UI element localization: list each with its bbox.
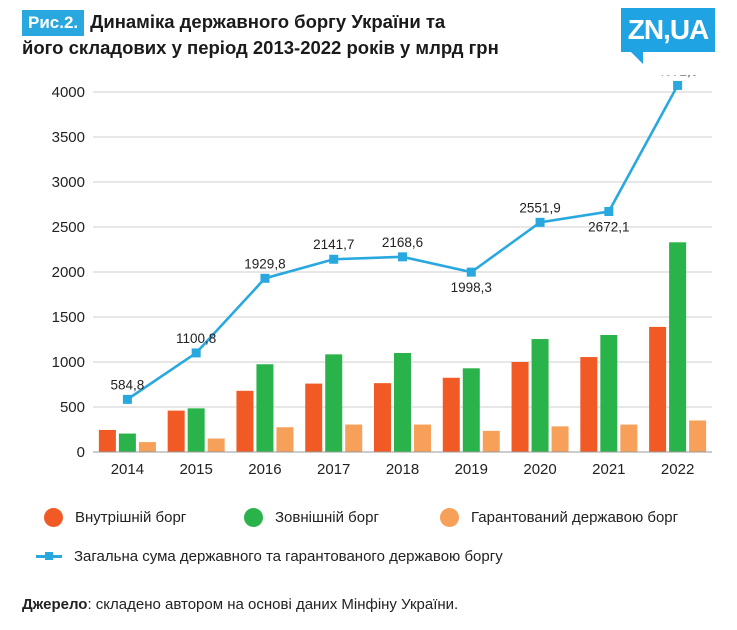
source-text: : складено автором на основі даних Мінфі… (87, 596, 459, 613)
total-debt-label-2016: 1929,8 (244, 256, 285, 271)
bar-domestic-2015 (167, 410, 185, 452)
bar-external-2021 (600, 335, 618, 452)
y-tick-label: 2500 (52, 219, 85, 236)
title-line-1: Рис.2. Динаміка державного боргу України … (22, 10, 622, 36)
bar-domestic-2020 (511, 362, 529, 452)
legend-swatch-domestic (44, 508, 63, 527)
bar-guaranteed-2018 (414, 424, 431, 452)
x-tick-label-2020: 2020 (523, 461, 556, 475)
x-tick-label-2019: 2019 (455, 461, 488, 475)
total-debt-label-2021: 2672,1 (588, 220, 629, 235)
debt-chart: 0 500 1000 1500 2000 2500 3000 3500 4000 2014 2015… (52, 75, 712, 475)
source-label: Джерело (22, 596, 88, 613)
title-line-2: його складових у період 2013-2022 років … (22, 37, 499, 58)
total-debt-label-2014: 584,8 (110, 377, 144, 392)
total-debt-label-2019: 1998,3 (451, 280, 492, 295)
logo-tail-shape (631, 52, 643, 64)
legend-label-total: Загальна сума державного та гарантованог… (74, 548, 503, 565)
total-debt-point-2019 (466, 267, 476, 277)
total-debt-point-2021 (604, 207, 614, 217)
legend-item-domestic: Внутрішній борг (44, 508, 186, 527)
legend-label-domestic: Внутрішній борг (75, 509, 187, 526)
legend-swatch-total (36, 552, 62, 560)
total-debt-point-2015 (191, 348, 201, 358)
bar-domestic-2016 (236, 390, 254, 452)
y-tick-label: 1500 (52, 309, 85, 326)
x-tick-label-2014: 2014 (111, 461, 144, 475)
bar-guaranteed-2017 (345, 424, 363, 452)
legend-item-external: Зовнішній борг (244, 508, 379, 527)
total-debt-point-2020 (535, 217, 545, 227)
legend-label-guaranteed: Гарантований державою борг (471, 509, 679, 526)
bar-domestic-2019 (442, 377, 460, 452)
y-tick-label: 4000 (52, 84, 85, 101)
figure-tag: Рис.2. (22, 10, 85, 36)
total-debt-point-2022 (673, 80, 683, 90)
bar-external-2015 (187, 408, 205, 452)
title-text-1: Динаміка державного боргу України та (90, 11, 446, 32)
y-tick-label: 1000 (52, 354, 85, 371)
bar-external-2022 (669, 242, 687, 452)
x-tick-label-2017: 2017 (317, 461, 350, 475)
bar-external-2020 (531, 339, 549, 452)
bar-domestic-2018 (374, 383, 391, 452)
bar-external-2014 (118, 433, 136, 452)
y-tick-label: 3000 (52, 174, 85, 191)
x-tick-label-2022: 2022 (661, 461, 694, 475)
bar-external-2017 (325, 354, 343, 452)
bar-guaranteed-2019 (482, 430, 500, 452)
x-tick-label-2021: 2021 (592, 461, 625, 475)
source-note: Джерело: складено автором на основі дани… (22, 596, 458, 613)
bar-guaranteed-2016 (276, 427, 294, 452)
total-debt-point-2017 (329, 254, 339, 264)
bar-external-2016 (256, 364, 274, 452)
total-debt-point-2016 (260, 273, 270, 283)
bar-domestic-2021 (580, 357, 598, 452)
total-debt-label-2018: 2168,6 (382, 235, 423, 250)
bar-domestic-2014 (98, 429, 116, 452)
total-debt-point-2018 (398, 252, 407, 262)
legend-item-total: Загальна сума державного та гарантованог… (36, 548, 503, 565)
bar-guaranteed-2014 (138, 442, 156, 452)
bar-guaranteed-2021 (620, 424, 638, 452)
bar-domestic-2022 (649, 326, 667, 452)
y-tick-label: 3500 (52, 129, 85, 146)
y-tick-label: 0 (77, 444, 85, 461)
total-debt-label-2022: 4072,9 (657, 75, 698, 78)
bar-guaranteed-2015 (207, 438, 225, 452)
chart-title: Рис.2. Динаміка державного боргу України … (22, 10, 622, 59)
legend-item-guaranteed: Гарантований державою борг (440, 508, 678, 527)
bar-domestic-2017 (305, 383, 323, 452)
x-tick-label-2015: 2015 (179, 461, 212, 475)
y-tick-label: 500 (60, 399, 85, 416)
y-tick-label: 2000 (52, 264, 85, 281)
total-debt-label-2020: 2551,9 (519, 200, 560, 215)
legend-swatch-external (244, 508, 263, 527)
legend-swatch-guaranteed (440, 508, 459, 527)
x-tick-label-2016: 2016 (248, 461, 281, 475)
bar-guaranteed-2022 (689, 420, 707, 452)
total-debt-point-2014 (122, 394, 132, 404)
total-debt-label-2015: 1100,8 (176, 331, 216, 346)
x-tick-label-2018: 2018 (386, 461, 419, 475)
legend-label-external: Зовнішній борг (275, 509, 379, 526)
bar-external-2018 (394, 353, 411, 452)
zn-ua-logo: ZN,UA (621, 8, 715, 52)
bar-guaranteed-2020 (551, 426, 569, 452)
total-debt-label-2017: 2141,7 (313, 237, 354, 252)
bar-external-2019 (462, 368, 480, 452)
